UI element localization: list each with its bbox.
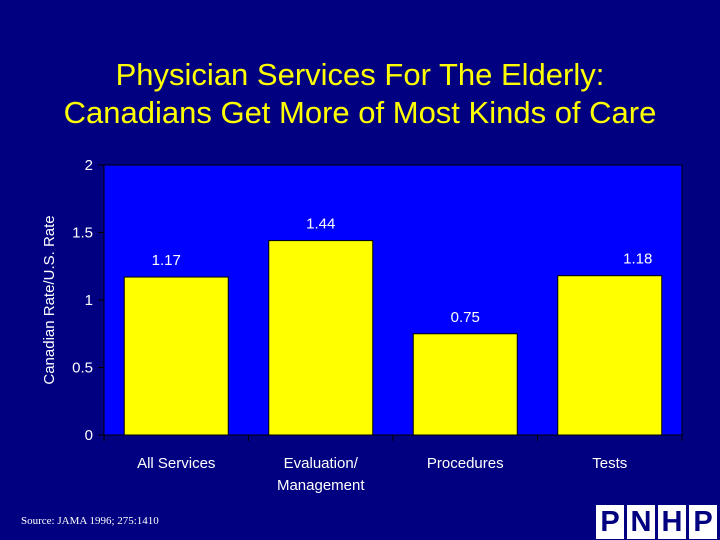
data-label-3: 1.18 [623, 251, 652, 268]
logo-letter-p1: P [596, 505, 624, 539]
title-line-1: Physician Services For The Elderly: [115, 57, 605, 92]
data-label-2: 0.75 [451, 309, 480, 326]
pnhp-logo: P N H P [596, 505, 717, 539]
x-tick-label-3: Tests [592, 455, 627, 472]
y-tick-label-0: 0 [85, 427, 93, 444]
y-tick-label-3: 1.5 [72, 225, 93, 242]
bar-3 [557, 275, 663, 436]
x-tick-label-1-line2: Management [277, 477, 365, 494]
bar-2 [412, 333, 518, 436]
x-tick-label-2: Procedures [427, 455, 504, 472]
x-tick-label-0: All Services [137, 455, 215, 472]
data-label-1: 1.44 [306, 216, 335, 233]
logo-letter-h: H [658, 505, 686, 539]
x-tick-label-1-line1: Evaluation/ [284, 455, 359, 472]
bar-1 [268, 240, 374, 436]
logo-letter-n: N [627, 505, 655, 539]
title-line-2: Canadians Get More of Most Kinds of Care [63, 95, 657, 130]
logo-letter-p2: P [689, 505, 717, 539]
y-tick-label-1: 0.5 [72, 360, 93, 377]
bar-0 [123, 276, 229, 436]
chart-title: Physician Services For The Elderly: Cana… [0, 56, 720, 132]
y-tick-label-4: 2 [85, 157, 93, 174]
y-tick-label-2: 1 [85, 292, 93, 309]
y-axis-title: Canadian Rate/U.S. Rate [41, 215, 58, 384]
data-label-0: 1.17 [152, 252, 181, 269]
source-citation: Source: JAMA 1996; 275:1410 [21, 515, 159, 527]
